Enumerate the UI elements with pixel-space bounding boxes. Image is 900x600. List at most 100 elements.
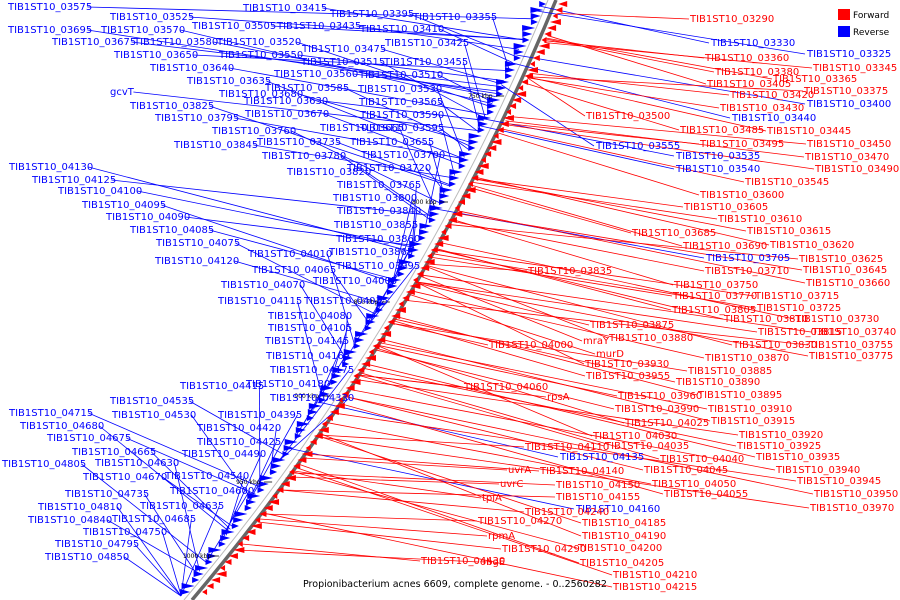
reverse-connector xyxy=(464,42,486,118)
legend-forward-label: Forward xyxy=(853,11,889,21)
reverse-connector xyxy=(516,54,806,105)
reverse-gene-label: TIB1ST10_04100 xyxy=(57,186,142,197)
forward-connector xyxy=(505,120,805,158)
scale-tick-label: 850 kbp xyxy=(354,299,379,306)
reverse-gene-label: TIB1ST10_03800 xyxy=(332,193,417,204)
reverse-connector xyxy=(298,93,473,144)
reverse-feature xyxy=(513,49,524,55)
forward-connector xyxy=(472,181,718,220)
reverse-connector xyxy=(213,41,496,97)
reverse-connector xyxy=(88,412,261,488)
reverse-connector xyxy=(313,340,345,410)
forward-gene-label: TIB1ST10_03940 xyxy=(775,465,860,476)
reverse-gene-label: TIB1ST10_04415 xyxy=(179,381,264,392)
reverse-feature xyxy=(205,559,213,565)
scale-tick-label: 800 kbp xyxy=(412,199,437,206)
reverse-gene-label: TIB1ST10_04420 xyxy=(196,423,281,434)
forward-feature xyxy=(547,25,557,31)
legend: Forward Reverse xyxy=(838,9,890,38)
reverse-feature xyxy=(180,589,191,595)
forward-connector xyxy=(344,395,644,471)
reverse-gene-label: TIB1ST10_03395 xyxy=(329,9,414,20)
reverse-gene-label: TIB1ST10_04175 xyxy=(269,365,354,376)
forward-feature xyxy=(289,469,295,475)
reverse-gene-label: TIB1ST10_03640 xyxy=(149,63,234,74)
reverse-connector xyxy=(353,73,499,92)
reverse-connector xyxy=(501,84,595,147)
forward-feature xyxy=(380,331,392,337)
forward-connector xyxy=(318,434,525,448)
reverse-gene-label: TIB1ST10_03765 xyxy=(336,180,421,191)
reverse-feature xyxy=(258,481,269,487)
reverse-gene-label: TIB1ST10_04535 xyxy=(109,396,194,407)
forward-feature xyxy=(357,367,365,373)
reverse-feature xyxy=(468,133,482,139)
reverse-feature xyxy=(332,367,346,373)
reverse-gene-label: TIB1ST10_03555 xyxy=(595,141,680,152)
reverse-feature xyxy=(539,1,547,7)
forward-feature xyxy=(391,313,401,319)
forward-gene-label: TIB1ST10_03605 xyxy=(683,202,768,213)
reverse-feature xyxy=(477,127,485,133)
reverse-connector xyxy=(323,100,484,121)
forward-gene-label: TIB1ST10_03875 xyxy=(589,320,674,331)
reverse-feature xyxy=(386,289,394,295)
forward-feature xyxy=(451,211,463,217)
forward-gene-label: TIB1ST10_03485 xyxy=(679,125,764,136)
forward-feature xyxy=(527,67,539,73)
reverse-connector xyxy=(300,284,347,360)
reverse-connector xyxy=(429,141,445,195)
reverse-connector xyxy=(124,556,182,597)
forward-gene-label: TIB1ST10_03885 xyxy=(687,366,772,377)
reverse-gene-label: TIB1ST10_03455 xyxy=(383,57,468,68)
reverse-feature xyxy=(477,121,488,127)
forward-gene-label: TIB1ST10_03815 xyxy=(757,327,842,338)
reverse-feature xyxy=(353,343,361,349)
reverse-connector xyxy=(439,28,513,63)
forward-connector xyxy=(390,322,688,372)
forward-feature xyxy=(224,559,232,565)
forward-gene-label: TIB1ST10_04185 xyxy=(581,518,666,529)
forward-connector xyxy=(457,210,806,284)
reverse-gene-label: TIB1ST10_03635 xyxy=(186,76,271,87)
reverse-connector xyxy=(253,144,454,179)
reverse-connector xyxy=(225,475,245,536)
reverse-gene-label: TIB1ST10_04125 xyxy=(31,175,116,186)
forward-connector xyxy=(393,318,676,383)
genome-backbone-arc-inner xyxy=(183,0,549,600)
forward-connector xyxy=(257,521,502,550)
forward-connector xyxy=(415,282,590,326)
reverse-feature xyxy=(398,265,409,271)
reverse-feature xyxy=(487,103,498,109)
reverse-feature xyxy=(192,577,200,583)
forward-feature xyxy=(512,97,522,103)
forward-gene-label: TIB1ST10_03375 xyxy=(803,86,888,97)
forward-feature xyxy=(515,91,527,97)
forward-connector xyxy=(317,436,810,509)
reverse-connector xyxy=(234,117,464,160)
reverse-connector xyxy=(380,61,486,119)
forward-feature xyxy=(272,493,278,499)
forward-gene-label: TIB1ST10_04200 xyxy=(577,543,662,554)
forward-connector xyxy=(293,471,578,549)
reverse-connector xyxy=(235,242,375,315)
forward-connector xyxy=(452,219,674,286)
reverse-gene-label: TIB1ST10_03675 xyxy=(51,37,136,48)
reverse-gene-label: TIB1ST10_03670 xyxy=(244,109,329,120)
reverse-feature xyxy=(294,433,302,439)
reverse-feature xyxy=(439,187,453,193)
forward-gene-label: TIB1ST10_03490 xyxy=(814,164,899,175)
reverse-gene-label: TIB1ST10_03735 xyxy=(256,137,341,148)
reverse-feature xyxy=(496,91,504,97)
reverse-connector xyxy=(229,67,487,116)
reverse-gene-label: TIB1ST10_04635 xyxy=(139,501,224,512)
reverse-connector xyxy=(297,300,323,397)
forward-feature xyxy=(552,13,558,19)
forward-feature xyxy=(242,535,250,541)
reverse-connector xyxy=(463,61,481,129)
reverse-gene-label: TIB1ST10_04795 xyxy=(54,539,139,550)
reverse-gene-label: TIB1ST10_04080 xyxy=(267,311,352,322)
forward-gene-label: TIB1ST10_03955 xyxy=(585,371,670,382)
forward-gene-label: TIB1ST10_03420 xyxy=(729,90,814,101)
forward-feature xyxy=(361,361,371,367)
